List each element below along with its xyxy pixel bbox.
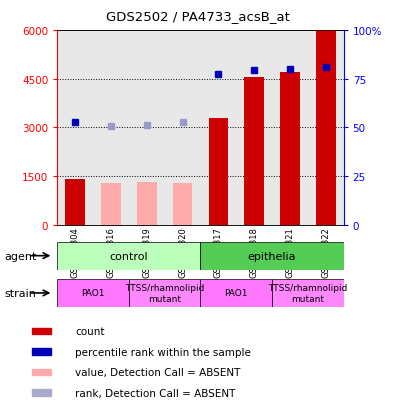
Text: PAO1: PAO1 bbox=[224, 289, 248, 298]
Text: strain: strain bbox=[4, 288, 36, 298]
Text: GDS2502 / PA4733_acsB_at: GDS2502 / PA4733_acsB_at bbox=[105, 10, 290, 23]
Bar bbox=[209, 119, 228, 225]
Bar bbox=[245, 78, 264, 225]
Bar bbox=[57, 279, 129, 307]
Text: count: count bbox=[75, 326, 105, 336]
Bar bbox=[57, 242, 201, 270]
Bar bbox=[137, 183, 156, 225]
Text: TTSS/rhamnolipid
mutant: TTSS/rhamnolipid mutant bbox=[268, 284, 348, 303]
Bar bbox=[32, 348, 51, 355]
Text: TTSS/rhamnolipid
mutant: TTSS/rhamnolipid mutant bbox=[125, 284, 204, 303]
Bar bbox=[32, 369, 51, 375]
Bar bbox=[201, 279, 272, 307]
Bar bbox=[129, 279, 201, 307]
Bar bbox=[32, 328, 51, 335]
Bar bbox=[32, 389, 51, 396]
Text: PAO1: PAO1 bbox=[81, 289, 105, 298]
Bar bbox=[201, 242, 344, 270]
Text: agent: agent bbox=[4, 251, 36, 261]
Bar bbox=[316, 31, 336, 225]
Bar bbox=[101, 184, 121, 225]
Bar bbox=[280, 72, 300, 225]
Text: control: control bbox=[109, 251, 148, 261]
Bar bbox=[173, 183, 192, 225]
Bar bbox=[272, 279, 344, 307]
Bar bbox=[65, 179, 85, 225]
Text: value, Detection Call = ABSENT: value, Detection Call = ABSENT bbox=[75, 367, 241, 377]
Text: rank, Detection Call = ABSENT: rank, Detection Call = ABSENT bbox=[75, 387, 235, 398]
Text: epithelia: epithelia bbox=[248, 251, 296, 261]
Text: percentile rank within the sample: percentile rank within the sample bbox=[75, 347, 251, 357]
